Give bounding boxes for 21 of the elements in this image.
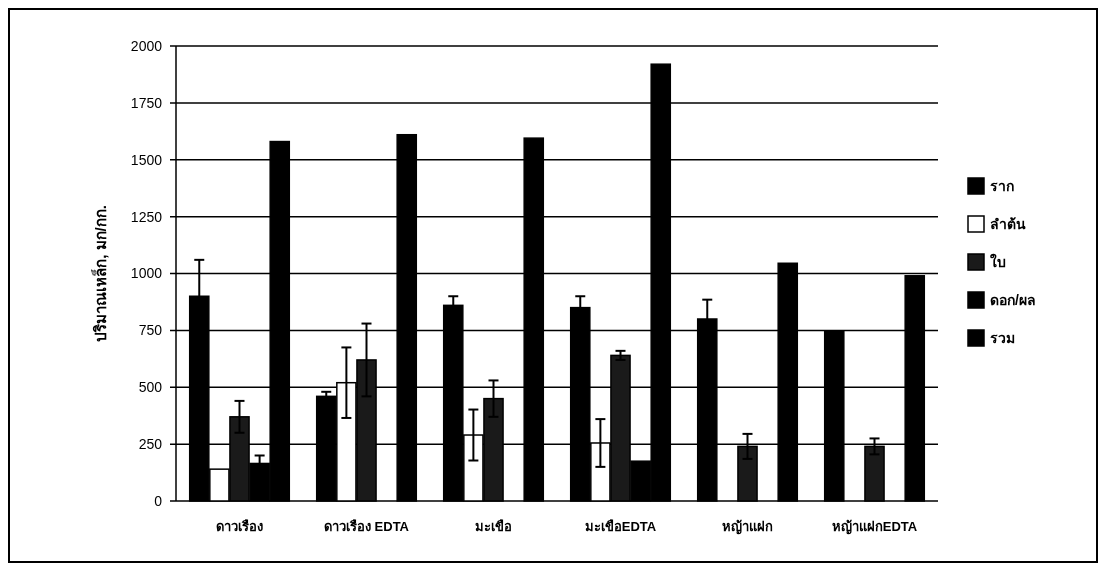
legend-label: ลำต้น [990, 215, 1026, 232]
y-tick-label: 1750 [130, 94, 163, 111]
x-tick-label: ดาวเรือง [216, 519, 263, 534]
y-tick-label: 1250 [130, 208, 163, 225]
y-axis-title: ปริมาณเหล็ก, มก/กก. [91, 205, 109, 342]
legend-label: ดอก/ผล [990, 291, 1036, 308]
x-tick-label: ดาวเรือง EDTA [323, 519, 410, 534]
legend-label: ราก [990, 177, 1014, 194]
y-tick-label: 2000 [130, 37, 163, 54]
y-tick-label: 750 [138, 322, 163, 339]
x-tick-label: มะเขือ [475, 519, 512, 534]
x-tick-label: หญ้าแฝก [722, 519, 773, 535]
legend-label: รวม [990, 329, 1015, 346]
y-tick-label: 0 [154, 492, 163, 509]
x-tick-label: หญ้าแฝกEDTA [831, 519, 918, 535]
legend-label: ใบ [990, 252, 1006, 270]
y-tick-label: 1500 [130, 151, 163, 168]
y-tick-label: 250 [138, 436, 163, 453]
x-tick-label: มะเขือEDTA [584, 519, 657, 534]
y-tick-label: 1000 [130, 265, 163, 282]
y-tick-label: 500 [138, 379, 163, 396]
